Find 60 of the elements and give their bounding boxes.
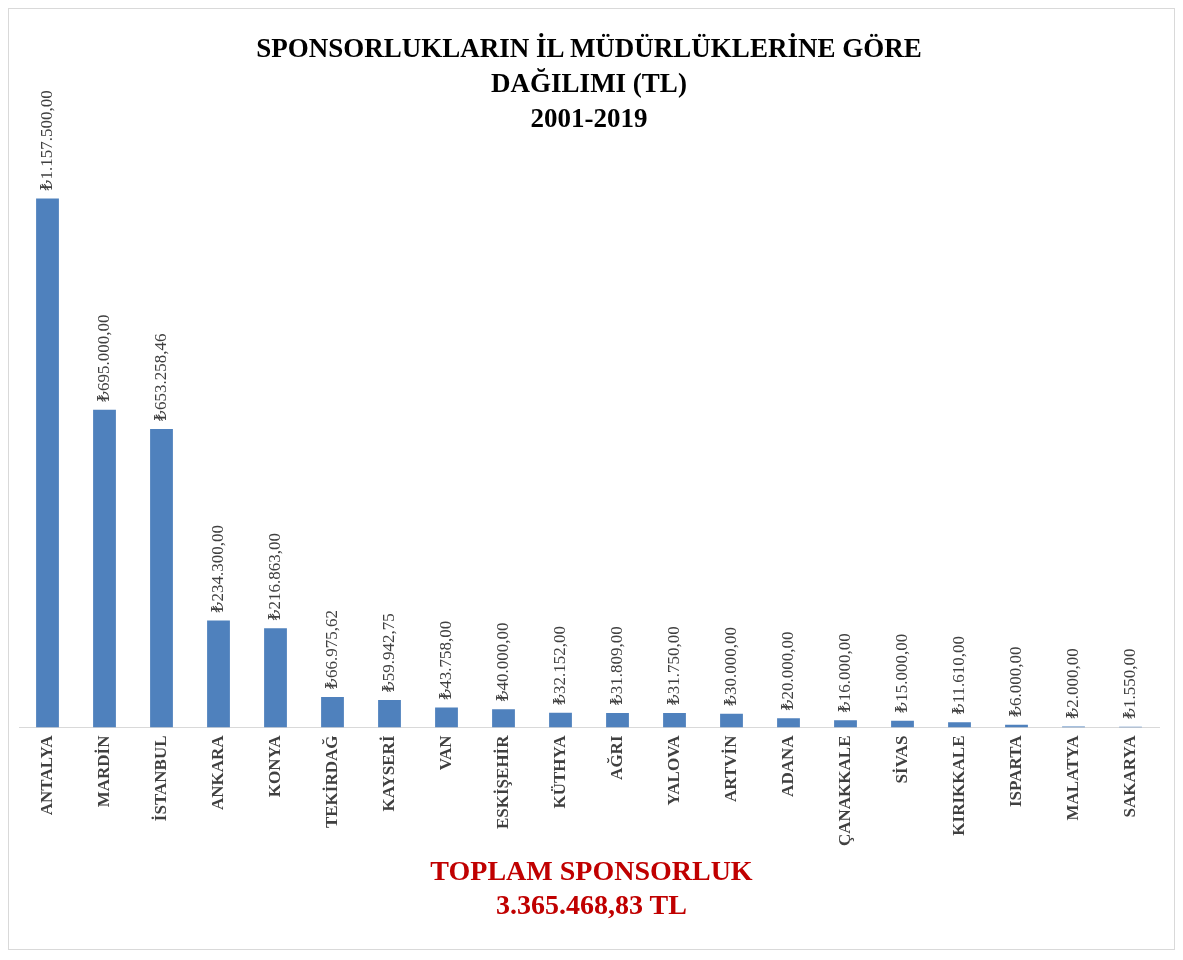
data-label: ₺59.942,75 bbox=[378, 613, 398, 694]
bar bbox=[150, 428, 173, 728]
bar bbox=[606, 712, 629, 728]
data-label: ₺16.000,00 bbox=[834, 633, 854, 714]
x-tick-label: ÇANAKKALE bbox=[834, 735, 854, 847]
x-tick-label: MARDİN bbox=[93, 734, 113, 808]
bar bbox=[834, 720, 857, 728]
x-tick-label: ARTVİN bbox=[720, 734, 740, 802]
data-label: ₺15.000,00 bbox=[891, 633, 911, 714]
bar bbox=[948, 722, 971, 728]
data-label: ₺31.750,00 bbox=[663, 626, 683, 706]
bar bbox=[435, 707, 458, 728]
data-label: ₺6.000,00 bbox=[1005, 646, 1025, 718]
bar bbox=[549, 712, 572, 728]
chart-subtitle: 2001-2019 bbox=[529, 102, 649, 135]
x-tick-label: ANTALYA bbox=[36, 734, 56, 816]
x-tick-label: İSTANBUL bbox=[150, 735, 170, 822]
x-tick-label: ESKİŞEHİR bbox=[492, 734, 512, 830]
x-tick-label: SİVAS bbox=[891, 735, 911, 784]
data-label: ₺1.550,00 bbox=[1119, 648, 1139, 720]
data-label: ₺234.300,00 bbox=[207, 525, 227, 614]
bar bbox=[36, 198, 59, 728]
x-tick-label: KIRIKKALE bbox=[948, 735, 968, 836]
x-tick-label: KAYSERİ bbox=[378, 735, 398, 812]
data-label: ₺30.000,00 bbox=[720, 626, 740, 707]
data-label: ₺1.157.500,00 bbox=[36, 90, 56, 192]
data-label: ₺11.610,00 bbox=[948, 636, 968, 716]
data-label: ₺31.809,00 bbox=[606, 626, 626, 706]
x-tick-label: MALATYA bbox=[1062, 734, 1082, 821]
data-label: ₺32.152,00 bbox=[549, 625, 569, 706]
bar bbox=[663, 712, 686, 728]
data-label: ₺2.000,00 bbox=[1062, 648, 1082, 720]
bar bbox=[207, 620, 230, 728]
bar bbox=[378, 700, 401, 728]
bar bbox=[93, 409, 116, 728]
x-tick-label: TEKİRDAĞ bbox=[321, 735, 341, 829]
bar bbox=[321, 696, 344, 728]
x-tick-label: ANKARA bbox=[207, 734, 227, 811]
data-label: ₺20.000,00 bbox=[777, 631, 797, 712]
x-tick-label: ADANA bbox=[777, 734, 797, 797]
data-label: ₺43.758,00 bbox=[435, 620, 455, 701]
data-label: ₺695.000,00 bbox=[93, 314, 113, 403]
x-tick-label: VAN bbox=[435, 734, 455, 771]
x-tick-label: KONYA bbox=[264, 734, 284, 798]
data-label: ₺66.975,62 bbox=[321, 610, 341, 690]
x-tick-label: YALOVA bbox=[663, 734, 683, 806]
data-label: ₺40.000,00 bbox=[492, 622, 512, 703]
text: TOPLAM SPONSORLUK bbox=[429, 854, 754, 888]
x-tick-label: ISPARTA bbox=[1005, 734, 1025, 808]
data-label: ₺653.258,46 bbox=[150, 333, 170, 422]
text: 3.365.468,83 TL bbox=[495, 888, 688, 922]
bar bbox=[492, 709, 515, 728]
chart-title: SPONSORLUKLARIN İL MÜDÜRLÜKLERİNE GÖRE DAĞILIMI (TL) bbox=[255, 32, 923, 100]
x-tick-label: AĞRI bbox=[606, 735, 626, 780]
bar bbox=[264, 628, 287, 728]
bar bbox=[720, 713, 743, 728]
x-tick-label: SAKARYA bbox=[1119, 734, 1139, 818]
x-tick-label: KÜTHYA bbox=[549, 734, 569, 809]
bar bbox=[777, 718, 800, 728]
data-label: ₺216.863,00 bbox=[264, 533, 284, 622]
